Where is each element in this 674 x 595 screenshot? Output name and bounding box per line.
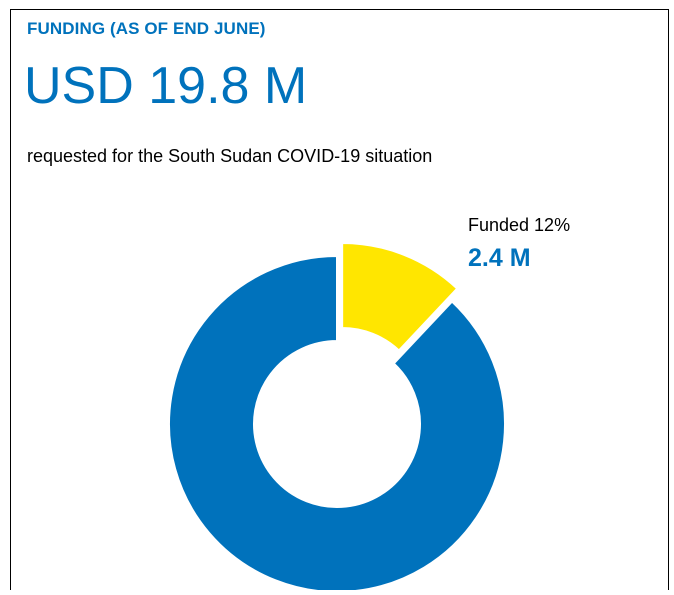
requested-description: requested for the South Sudan COVID-19 s… — [27, 146, 433, 166]
funded-slice — [341, 241, 459, 352]
unfunded-slice — [168, 254, 506, 593]
funding-panel — [10, 9, 669, 590]
requested-amount: USD 19.8 M — [24, 57, 308, 115]
funding-heading: FUNDING (AS OF END JUNE) — [27, 19, 266, 38]
funding-donut-chart — [150, 205, 524, 593]
funded-percent-label: Funded 12% — [468, 215, 571, 235]
funded-amount-label: 2.4 M — [468, 244, 531, 272]
